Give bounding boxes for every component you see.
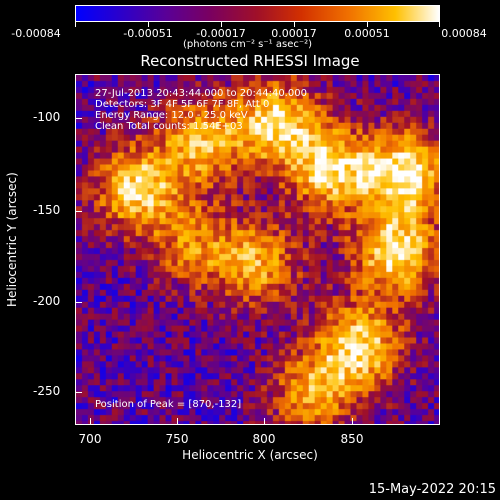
- heatmap-image: [76, 75, 439, 424]
- colorbar-tick: [294, 22, 295, 27]
- x-tick-label: 750: [165, 432, 189, 446]
- x-axis-label: Heliocentric X (arcsec): [182, 448, 318, 462]
- x-tick-mark: [352, 418, 353, 425]
- info-time: 27-Jul-2013 20:43:44.000 to 20:44:40.000: [95, 88, 307, 99]
- y-tick-label: -150: [33, 203, 61, 217]
- x-tick-mark: [177, 418, 178, 425]
- timestamp-footer: 15-May-2022 20:15: [368, 482, 496, 497]
- info-energy: Energy Range: 12.0 - 25.0 keV: [95, 110, 248, 121]
- y-axis-label: Heliocentric Y (arcsec): [5, 172, 19, 307]
- y-tick-label: -200: [33, 294, 61, 308]
- y-tick-mark: [75, 392, 82, 393]
- chart-title: Reconstructed RHESSI Image: [140, 52, 360, 70]
- x-tick-label: 800: [252, 432, 276, 446]
- x-tick-label: 850: [340, 432, 364, 446]
- y-tick-label: -100: [33, 110, 61, 124]
- y-tick-mark: [75, 211, 82, 212]
- colorbar-tick-label: -0.00051: [123, 27, 173, 40]
- y-tick-mark: [75, 302, 82, 303]
- x-tick-mark: [264, 418, 265, 425]
- colorbar-tick: [75, 22, 76, 27]
- colorbar-tick: [148, 22, 149, 27]
- colorbar-units: (photons cm⁻² s⁻¹ asec⁻²): [183, 39, 313, 50]
- plot-area: 27-Jul-2013 20:43:44.000 to 20:44:40.000…: [75, 74, 440, 425]
- x-tick-label: 700: [78, 432, 102, 446]
- colorbar-tick-label: -0.00017: [196, 27, 246, 40]
- colorbar-tick-label: 0.00084: [441, 27, 487, 40]
- x-tick-mark: [90, 418, 91, 425]
- colorbar-tick: [221, 22, 222, 27]
- colorbar: [75, 5, 440, 22]
- colorbar-tick: [439, 22, 440, 27]
- info-peak: Position of Peak = [870,-132]: [95, 399, 242, 410]
- info-detectors: Detectors: 3F 4F 5F 6F 7F 8F, Att 0: [95, 99, 270, 110]
- info-clean: Clean Total counts: 1.54E+03: [95, 121, 243, 132]
- colorbar-tick-label: 0.00051: [344, 27, 390, 40]
- colorbar-tick-label: -0.00084: [11, 27, 61, 40]
- y-tick-label: -250: [33, 384, 61, 398]
- colorbar-tick: [367, 22, 368, 27]
- y-tick-mark: [75, 118, 82, 119]
- colorbar-tick-label: 0.00017: [271, 27, 317, 40]
